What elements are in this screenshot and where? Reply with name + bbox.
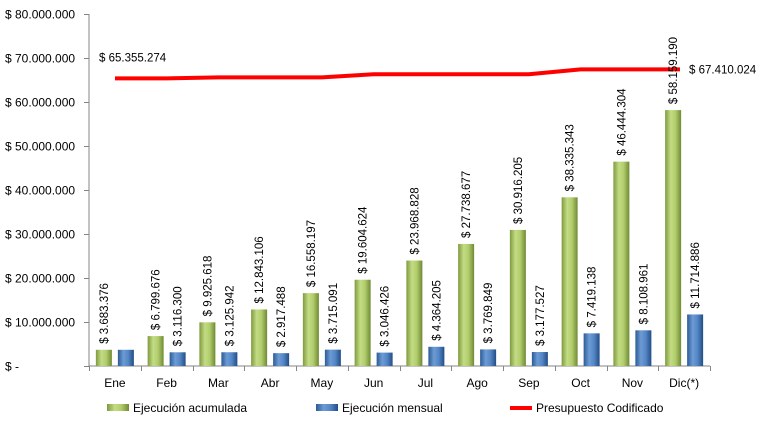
x-tick-label: Nov bbox=[622, 376, 643, 390]
bar-ejecucion-acumulada bbox=[561, 197, 578, 366]
bar-ejecucion-mensual bbox=[169, 352, 186, 366]
bar-ejecucion-acumulada bbox=[458, 243, 475, 366]
x-tick-label: Jul bbox=[418, 376, 433, 390]
x-tick-label: Abr bbox=[261, 376, 280, 390]
x-tick-label: Ago bbox=[466, 376, 488, 390]
y-tick-label: $ 50.000.000 bbox=[5, 140, 75, 154]
data-label-presupuesto: $ 67.410.024 bbox=[689, 64, 757, 76]
y-tick-label: $ 60.000.000 bbox=[5, 96, 75, 110]
data-label-mensual: $ 8.108.961 bbox=[638, 264, 650, 325]
data-label-acumulada: $ 16.558.197 bbox=[306, 220, 318, 287]
bar-ejecucion-acumulada bbox=[509, 229, 526, 366]
line-presupuesto-codificado bbox=[115, 67, 680, 81]
x-tick-label: Ene bbox=[104, 376, 126, 390]
bar-ejecucion-mensual bbox=[428, 346, 445, 366]
x-tick-label: Oct bbox=[571, 376, 590, 390]
bar-ejecucion-acumulada bbox=[354, 279, 371, 366]
data-label-acumulada: $ 46.444.304 bbox=[616, 88, 628, 156]
legend-swatch bbox=[316, 404, 338, 411]
data-label-mensual: $ 3.177.527 bbox=[535, 285, 547, 346]
data-label-mensual: $ 3.769.849 bbox=[483, 283, 495, 344]
x-tick-label: Dic(*) bbox=[669, 376, 699, 390]
data-label-mensual: $ 2.917.488 bbox=[276, 286, 288, 347]
data-label-acumulada: $ 9.925.618 bbox=[202, 256, 214, 317]
legend-label: Presupuesto Codificado bbox=[536, 401, 664, 415]
bar-ejecucion-acumulada bbox=[147, 336, 164, 366]
data-label-mensual: $ 3.046.426 bbox=[380, 286, 392, 347]
bar-ejecucion-acumulada bbox=[95, 349, 112, 366]
x-tick-label: Feb bbox=[156, 376, 177, 390]
data-label-mensual: $ 7.419.138 bbox=[587, 267, 599, 328]
legend-label: Ejecución mensual bbox=[342, 401, 443, 415]
data-label-mensual: $ 11.714.886 bbox=[690, 242, 702, 308]
bar-ejecucion-acumulada bbox=[302, 293, 319, 366]
x-tick-label: Sep bbox=[518, 376, 540, 390]
bar-ejecucion-mensual bbox=[324, 349, 341, 366]
y-tick-label: $ 70.000.000 bbox=[5, 52, 75, 66]
x-tick-label: Mar bbox=[208, 376, 229, 390]
y-tick-label: $ 80.000.000 bbox=[5, 8, 75, 22]
data-label-acumulada: $ 38.335.343 bbox=[565, 124, 577, 191]
data-label-acumulada: $ 19.604.624 bbox=[358, 206, 370, 274]
data-label-acumulada: $ 3.683.376 bbox=[99, 283, 111, 344]
bar-ejecucion-mensual bbox=[273, 353, 290, 366]
bar-ejecucion-mensual bbox=[687, 314, 704, 366]
bar-ejecucion-mensual bbox=[635, 330, 652, 366]
bar-ejecucion-mensual bbox=[583, 333, 600, 366]
data-label-presupuesto: $ 65.355.274 bbox=[99, 52, 167, 64]
data-label-acumulada: $ 58.159.190 bbox=[668, 37, 680, 104]
data-label-acumulada: $ 23.968.828 bbox=[409, 187, 421, 254]
y-tick-label: $ 30.000.000 bbox=[5, 228, 75, 242]
y-tick-label: $ 10.000.000 bbox=[5, 316, 75, 330]
y-tick-label: $ - bbox=[5, 360, 19, 374]
legend-label: Ejecución acumulada bbox=[133, 401, 247, 415]
bar-ejecucion-mensual bbox=[480, 349, 497, 366]
bar-ejecucion-mensual bbox=[117, 349, 134, 366]
data-label-mensual: $ 3.715.091 bbox=[328, 283, 340, 344]
data-label-mensual: $ 4.364.205 bbox=[431, 280, 443, 341]
data-label-mensual: $ 3.125.942 bbox=[224, 285, 236, 346]
bar-ejecucion-mensual bbox=[531, 352, 548, 366]
bar-ejecucion-mensual bbox=[221, 352, 238, 366]
bar-ejecucion-acumulada bbox=[613, 161, 630, 366]
bar-ejecucion-mensual bbox=[376, 352, 393, 366]
bar-ejecucion-acumulada bbox=[199, 322, 216, 366]
data-label-mensual: $ 3.116.300 bbox=[173, 286, 185, 346]
x-tick-label: Jun bbox=[364, 376, 383, 390]
bar-ejecucion-acumulada bbox=[406, 260, 423, 366]
y-tick-label: $ 40.000.000 bbox=[5, 184, 75, 198]
data-label-acumulada: $ 12.843.106 bbox=[254, 236, 266, 303]
bar-ejecucion-acumulada bbox=[665, 110, 682, 366]
data-label-acumulada: $ 6.799.676 bbox=[151, 269, 163, 330]
data-label-acumulada: $ 27.738.677 bbox=[461, 171, 473, 238]
x-tick-label: May bbox=[311, 376, 334, 390]
legend-swatch bbox=[107, 404, 129, 411]
y-tick-label: $ 20.000.000 bbox=[5, 272, 75, 286]
bar-ejecucion-acumulada bbox=[251, 309, 268, 366]
data-label-acumulada: $ 30.916.205 bbox=[513, 157, 525, 224]
